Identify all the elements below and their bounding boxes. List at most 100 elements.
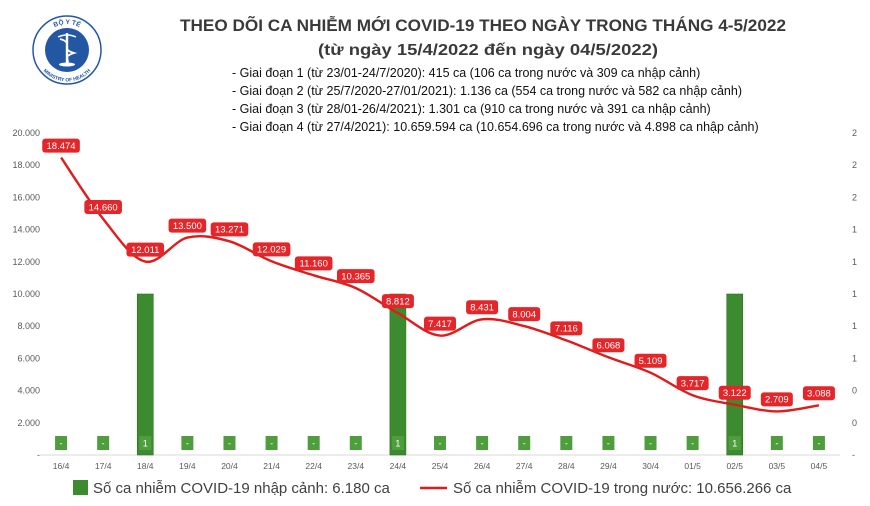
- chart-subtitle: (từ ngày 15/4/2022 đến ngày 04/5/2022): [318, 42, 658, 59]
- bar-data-label: -: [439, 439, 442, 449]
- y-right-tick-label: 0: [852, 418, 857, 428]
- line-data-label: 8.431: [470, 303, 494, 314]
- line-data-label: 14.660: [89, 202, 118, 213]
- bar-data-label: -: [60, 439, 63, 449]
- y-right-tick-label: 1: [852, 225, 857, 235]
- y-left-tick-label: 8.000: [17, 321, 40, 331]
- line-data-label-box: [550, 321, 583, 336]
- x-tick-label: 26/4: [474, 461, 491, 471]
- bar-data-label: 1: [395, 439, 400, 449]
- bar-data-label-box: [434, 436, 446, 450]
- y-left-tick-label: 20.000: [12, 128, 40, 138]
- bar-data-label-box: [391, 436, 404, 450]
- x-tick-label: 03/5: [769, 461, 786, 471]
- line-data-label: 3.717: [681, 378, 705, 389]
- bar-data-label-box: [55, 436, 68, 450]
- bar-data-label-box: [181, 436, 194, 450]
- bar-data-label-box: [770, 436, 783, 450]
- legend: Số ca nhiễm COVID-19 nhập cảnh: 6.180 ca…: [73, 480, 792, 497]
- bar: [389, 293, 407, 456]
- line-data-label: 7.417: [428, 319, 452, 330]
- y-right-tick-label: 1: [852, 353, 857, 363]
- bar-data-label-box: [518, 436, 531, 450]
- x-tick-label: 20/4: [221, 461, 238, 471]
- bar-data-label: 1: [143, 439, 148, 449]
- x-tick-label: 01/5: [684, 461, 701, 471]
- x-tick-label: 29/4: [600, 461, 617, 471]
- x-tick-label: 16/4: [53, 461, 70, 471]
- bar-data-label: -: [186, 439, 189, 449]
- note-phase-2: - Giai đoạn 2 (từ 25/7/2020-27/01/2021):…: [232, 84, 742, 98]
- line-data-label: 18.474: [47, 141, 76, 152]
- line-data-label: 10.365: [341, 271, 370, 282]
- line-data-label-box: [466, 300, 499, 315]
- logo-top-text: BỘ Y TẾ: [53, 17, 84, 29]
- y-right-tick-label: 0: [852, 386, 857, 396]
- y-left-tick-label: 10.000: [12, 289, 40, 299]
- line-data-label-box: [760, 392, 793, 407]
- line-data-label-box: [126, 242, 165, 257]
- line-data-label-box: [252, 242, 291, 257]
- chart-title: THEO DÕI CA NHIỄM MỚI COVID-19 THEO NGÀY…: [180, 15, 786, 35]
- bar-data-label: -: [691, 439, 694, 449]
- bar-data-label-box: [644, 436, 657, 450]
- legend-swatch-bar: [73, 480, 88, 495]
- line-data-label-box: [84, 199, 122, 214]
- bar: [136, 293, 154, 456]
- bar-data-label-box: [602, 436, 615, 450]
- x-tick-label: 23/4: [348, 461, 365, 471]
- legend-label-bar: Số ca nhiễm COVID-19 nhập cảnh: 6.180 ca: [93, 480, 391, 497]
- bar-data-label: -: [228, 439, 231, 449]
- y-right-tick-label: 2: [852, 128, 857, 138]
- line-data-label: 7.116: [555, 324, 578, 335]
- domestic-cases-line: [60, 156, 820, 413]
- svg-text:BỘ Y TẾ: BỘ Y TẾ: [53, 17, 84, 29]
- bar-data-label-box: [139, 436, 152, 450]
- x-tick-label: 21/4: [263, 461, 280, 471]
- axes: - 2.000 4.000 6.000 8.000 10.000 12.000 14.000 1…: [12, 128, 857, 471]
- line-data-label-box: [210, 222, 249, 237]
- bar-data-label: -: [817, 439, 820, 449]
- y-left-tick-label: 18.000: [12, 160, 40, 170]
- legend-label-line: Số ca nhiễm COVID-19 trong nước: 10.656.…: [453, 480, 792, 497]
- line-data-label: 12.011: [131, 245, 159, 256]
- y-left-tick-label: -: [37, 450, 40, 460]
- bar-data-label-box: [307, 436, 320, 450]
- note-phase-1: - Giai đoạn 1 (từ 23/01-24/7/2020): 415 …: [232, 66, 700, 80]
- caduceus-icon: [57, 33, 78, 67]
- line-data-label-box: [168, 218, 207, 233]
- bar-data-label: -: [775, 439, 778, 449]
- x-tick-label: 27/4: [516, 461, 533, 471]
- line-data-label: 2.709: [765, 395, 789, 406]
- bar-data-label-box: [349, 436, 362, 450]
- x-tick-label: 24/4: [390, 461, 407, 471]
- phase-notes: - Giai đoạn 1 (từ 23/01-24/7/2020): 415 …: [232, 66, 759, 134]
- line-data-label-box: [42, 138, 80, 153]
- y-right-tick-label: -: [852, 450, 855, 460]
- line-data-label: 3.122: [723, 388, 747, 399]
- bar-data-label: -: [270, 439, 273, 449]
- line-data-label-box: [592, 338, 625, 353]
- bar-data-label-box: [476, 436, 489, 450]
- bar-data-label: -: [102, 439, 105, 449]
- note-phase-3: - Giai đoạn 3 (từ 28/01-26/4/2021): 1.30…: [232, 102, 711, 116]
- x-tick-label: 17/4: [95, 461, 112, 471]
- y-right-tick-label: 1: [852, 321, 857, 331]
- x-tick-label: 22/4: [305, 461, 322, 471]
- x-tick-label: 30/4: [642, 461, 659, 471]
- bar-data-label: -: [312, 439, 315, 449]
- y-left-tick-label: 6.000: [17, 353, 40, 363]
- line-data-label-box: [508, 307, 541, 322]
- bar-data-label: -: [523, 439, 526, 449]
- bar-data-label: 1: [732, 439, 737, 449]
- bar-data-label-box: [812, 436, 825, 450]
- x-tick-label: 19/4: [179, 461, 196, 471]
- note-phase-4: - Giai đoạn 4 (từ 27/4/2021): 10.659.594…: [232, 120, 759, 134]
- line-data-label-box: [424, 316, 456, 331]
- bar-data-label: -: [607, 439, 610, 449]
- x-tick-label: 02/5: [726, 461, 743, 471]
- line-data-label-box: [676, 376, 709, 391]
- line-data-label: 3.088: [807, 389, 831, 400]
- line-data-label-box: [802, 386, 835, 401]
